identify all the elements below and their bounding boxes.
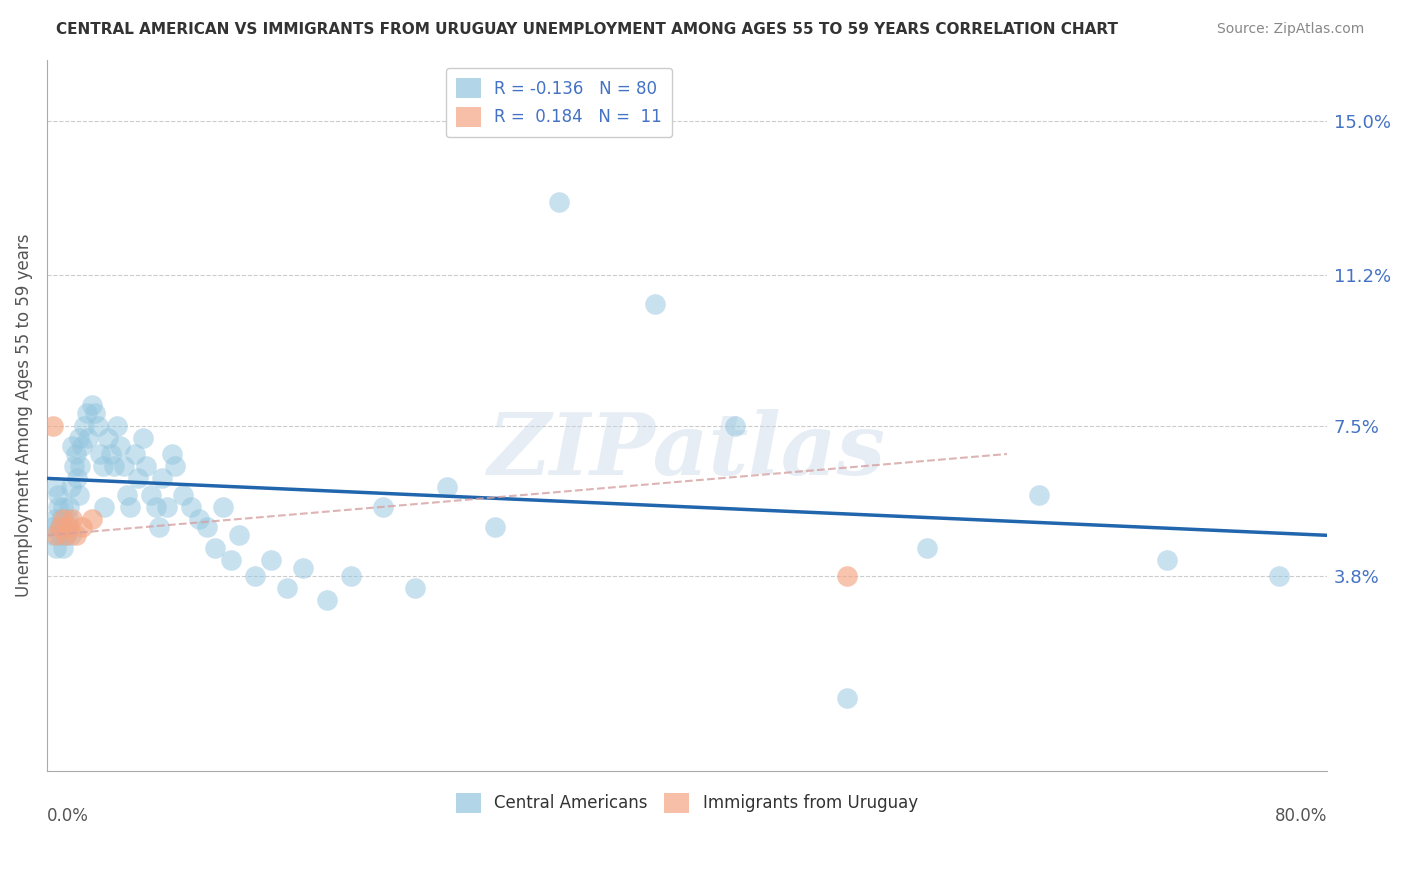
Point <box>316 593 339 607</box>
Point <box>59 528 82 542</box>
Point <box>120 500 142 514</box>
Point <box>44 512 66 526</box>
Point <box>145 500 167 514</box>
Point <box>835 569 858 583</box>
Point <box>80 512 103 526</box>
Point <box>73 418 96 433</box>
Point <box>52 512 75 526</box>
Point <box>45 479 67 493</box>
Point <box>69 459 91 474</box>
Point <box>70 520 93 534</box>
Text: 80.0%: 80.0% <box>1275 806 1327 825</box>
Point <box>112 459 135 474</box>
Point <box>548 194 571 209</box>
Point <box>100 447 122 461</box>
Point <box>1156 552 1178 566</box>
Point <box>724 418 747 433</box>
Point <box>87 418 110 433</box>
Point <box>42 528 65 542</box>
Point <box>65 447 87 461</box>
Point <box>135 459 157 474</box>
Point <box>1028 488 1050 502</box>
Point <box>46 500 69 514</box>
Point <box>45 528 67 542</box>
Point <box>160 447 183 461</box>
Point <box>103 459 125 474</box>
Point <box>77 431 100 445</box>
Point <box>436 479 458 493</box>
Point <box>172 488 194 502</box>
Point <box>228 528 250 542</box>
Point <box>243 569 266 583</box>
Point <box>53 520 76 534</box>
Point <box>163 459 186 474</box>
Point <box>48 520 70 534</box>
Point <box>371 500 394 514</box>
Y-axis label: Unemployment Among Ages 55 to 59 years: Unemployment Among Ages 55 to 59 years <box>15 234 32 597</box>
Text: ZIPatlas: ZIPatlas <box>488 409 886 492</box>
Text: CENTRAL AMERICAN VS IMMIGRANTS FROM URUGUAY UNEMPLOYMENT AMONG AGES 55 TO 59 YEA: CENTRAL AMERICAN VS IMMIGRANTS FROM URUG… <box>56 22 1118 37</box>
Point <box>59 479 82 493</box>
Point <box>644 296 666 310</box>
Point <box>105 418 128 433</box>
Point <box>42 418 65 433</box>
Point <box>148 520 170 534</box>
Point <box>58 500 80 514</box>
Point <box>291 561 314 575</box>
Point <box>340 569 363 583</box>
Point <box>150 471 173 485</box>
Point <box>219 552 242 566</box>
Point <box>132 431 155 445</box>
Point <box>45 541 67 555</box>
Point <box>55 528 77 542</box>
Point <box>80 398 103 412</box>
Point <box>835 690 858 705</box>
Point <box>97 431 120 445</box>
Point <box>260 552 283 566</box>
Point <box>89 447 111 461</box>
Point <box>276 581 298 595</box>
Point <box>41 520 63 534</box>
Point <box>55 528 77 542</box>
Point <box>124 447 146 461</box>
Point <box>56 512 79 526</box>
Point <box>204 541 226 555</box>
Point <box>212 500 235 514</box>
Point <box>127 471 149 485</box>
Point <box>62 439 84 453</box>
Point <box>52 541 75 555</box>
Point <box>48 520 70 534</box>
Point <box>139 488 162 502</box>
Point <box>484 520 506 534</box>
Point <box>67 488 90 502</box>
Text: Source: ZipAtlas.com: Source: ZipAtlas.com <box>1216 22 1364 37</box>
Point <box>156 500 179 514</box>
Point <box>46 488 69 502</box>
Point <box>195 520 218 534</box>
Legend: Central Americans, Immigrants from Uruguay: Central Americans, Immigrants from Urugu… <box>450 786 925 820</box>
Point <box>110 439 132 453</box>
Point <box>93 500 115 514</box>
Point <box>65 528 87 542</box>
Point <box>83 406 105 420</box>
Point <box>70 439 93 453</box>
Point <box>915 541 938 555</box>
Point <box>180 500 202 514</box>
Point <box>48 528 70 542</box>
Point <box>115 488 138 502</box>
Point <box>51 512 73 526</box>
Point <box>66 471 89 485</box>
Point <box>404 581 426 595</box>
Point <box>187 512 209 526</box>
Point <box>67 431 90 445</box>
Point <box>76 406 98 420</box>
Point <box>62 512 84 526</box>
Point <box>1268 569 1291 583</box>
Point <box>58 520 80 534</box>
Point <box>63 459 86 474</box>
Point <box>91 459 114 474</box>
Point <box>52 500 75 514</box>
Text: 0.0%: 0.0% <box>46 806 89 825</box>
